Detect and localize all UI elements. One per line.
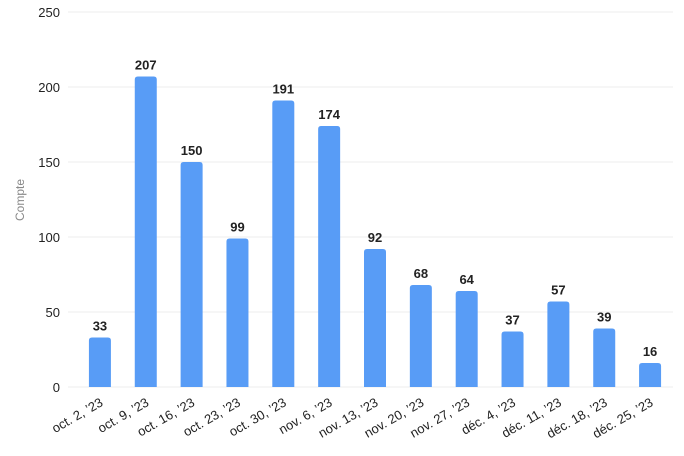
bar: [180, 162, 203, 387]
bar: [455, 291, 478, 387]
y-tick-label: 0: [53, 380, 60, 395]
y-axis-title: Compte: [13, 179, 27, 221]
value-label: 33: [93, 319, 107, 334]
bar: [639, 363, 662, 387]
bar: [409, 285, 432, 387]
value-label: 57: [551, 283, 565, 298]
value-label: 174: [318, 107, 340, 122]
bar: [501, 331, 524, 387]
value-label: 16: [643, 344, 657, 359]
bar: [364, 249, 386, 387]
value-label: 39: [597, 310, 611, 325]
value-label: 92: [368, 230, 382, 245]
bar: [547, 301, 570, 387]
y-tick-label: 150: [38, 155, 60, 170]
bar: [272, 100, 295, 387]
bar: [593, 328, 616, 387]
value-label: 68: [414, 266, 428, 281]
y-tick-label: 200: [38, 80, 60, 95]
value-label: 207: [135, 58, 157, 73]
value-label: 150: [181, 143, 203, 158]
x-tick-label: oct. 2, ’23: [49, 395, 105, 436]
y-tick-label: 100: [38, 230, 60, 245]
bar: [318, 126, 341, 387]
bar: [88, 337, 111, 387]
bar: [226, 238, 249, 387]
y-tick-label: 50: [46, 305, 60, 320]
value-label: 191: [272, 82, 294, 97]
bar: [134, 76, 157, 387]
value-label: 37: [505, 313, 519, 328]
y-tick-label: 250: [38, 5, 60, 20]
value-label: 99: [230, 220, 244, 235]
value-label: 64: [459, 272, 474, 287]
